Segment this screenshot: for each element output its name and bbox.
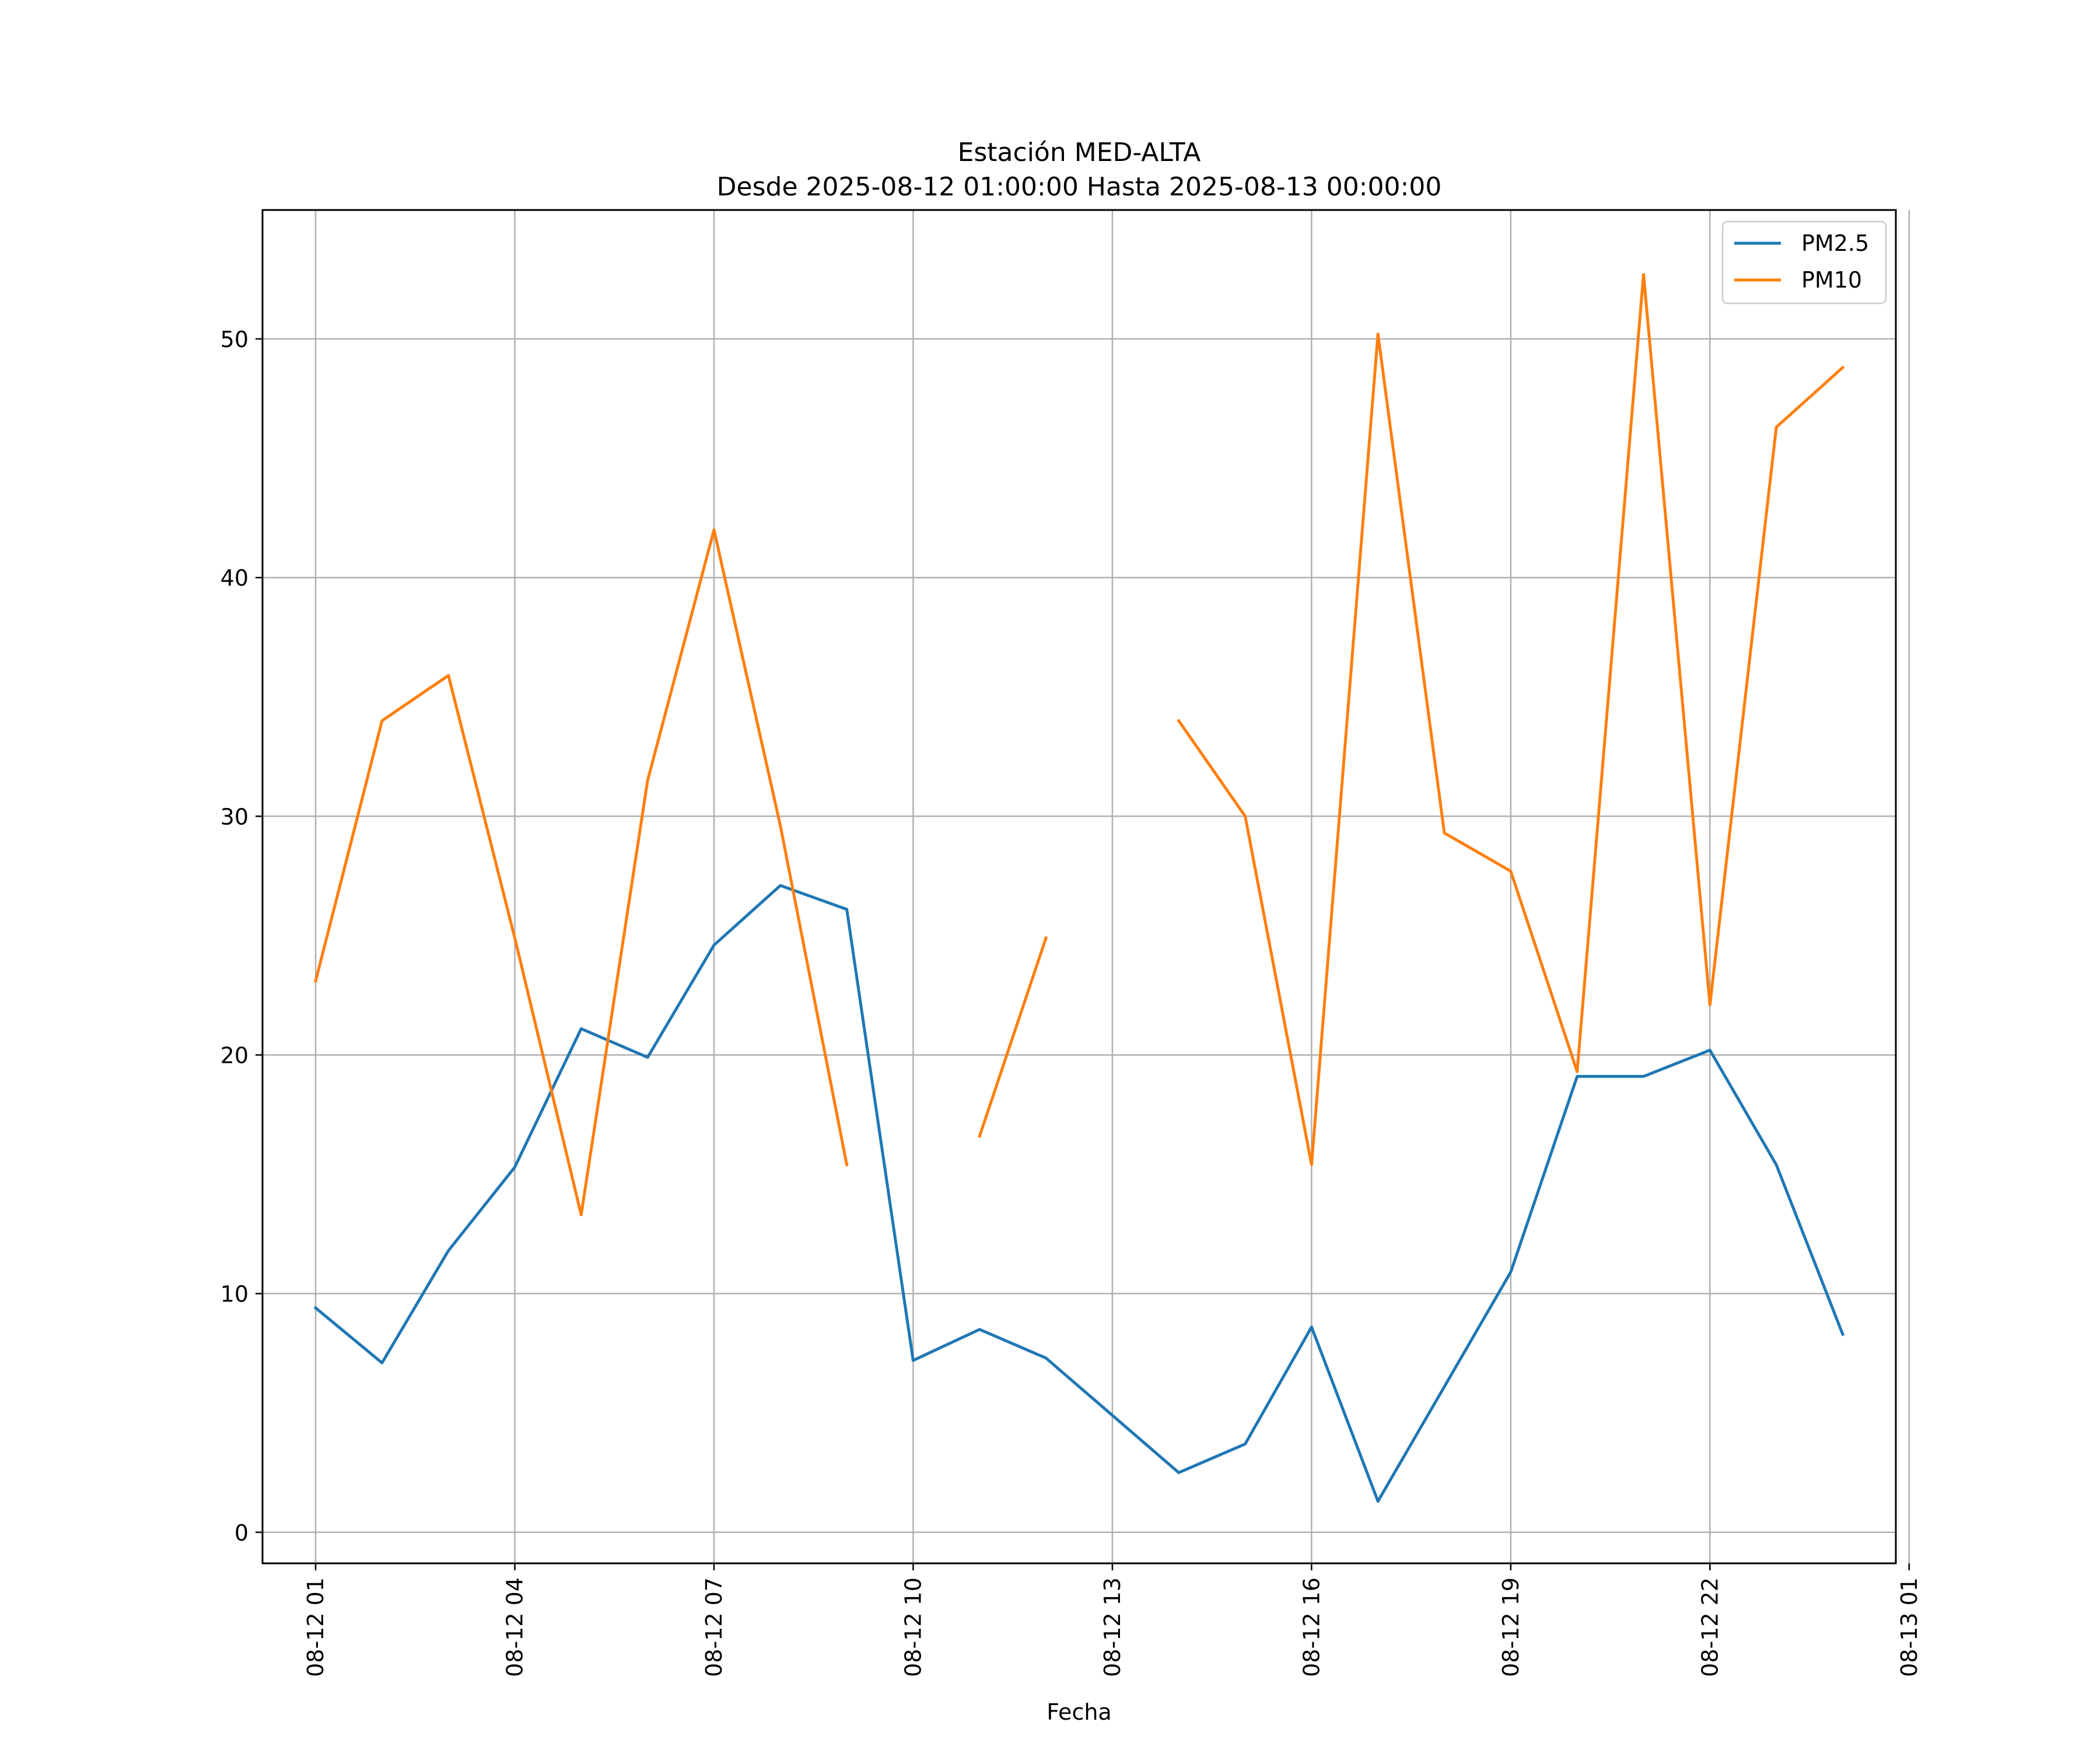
x-tick-label: 08-12 10 — [900, 1577, 926, 1677]
x-axis: 08-12 01 08-12 04 08-12 07 08-12 10 08-12 13… — [303, 1563, 1922, 1677]
x-tick-label: 08-12 22 — [1697, 1577, 1723, 1677]
y-tick-label: 20 — [220, 1042, 249, 1068]
x-tick-label: 08-12 13 — [1100, 1577, 1125, 1677]
series-line-pm10 — [1177, 273, 1845, 1167]
grid-lines — [262, 210, 1910, 1563]
y-tick-label: 50 — [220, 327, 249, 352]
chart-subtitle: Desde 2025-08-12 01:00:00 Hasta 2025-08-… — [717, 172, 1442, 202]
y-tick-label: 0 — [235, 1520, 249, 1546]
y-tick-label: 40 — [220, 565, 249, 591]
legend-label-pm10: PM10 — [1801, 267, 1862, 293]
legend: PM2.5 PM10 — [1721, 220, 1887, 304]
series-line-pm25 — [313, 884, 1845, 1503]
x-tick-label: 08-12 16 — [1298, 1577, 1324, 1677]
x-tick-label: 08-13 01 — [1896, 1577, 1922, 1677]
legend-label-pm25: PM2.5 — [1801, 230, 1869, 256]
y-tick-label: 10 — [220, 1282, 249, 1307]
series-line-pm10 — [314, 528, 849, 1217]
y-axis: 0 10 20 30 40 50 — [220, 327, 262, 1546]
y-tick-label: 30 — [220, 804, 249, 830]
chart-title: Estación MED-ALTA — [958, 138, 1201, 167]
series-line-pm10 — [978, 936, 1048, 1138]
x-tick-label: 08-12 04 — [502, 1577, 528, 1677]
x-tick-label: 08-12 19 — [1498, 1577, 1524, 1677]
x-axis-label: Fecha — [1046, 1699, 1111, 1725]
plot-frame — [261, 209, 1897, 1564]
x-tick-label: 08-12 07 — [701, 1577, 727, 1677]
x-tick-label: 08-12 01 — [303, 1577, 328, 1677]
plot-lines — [313, 273, 1845, 1503]
